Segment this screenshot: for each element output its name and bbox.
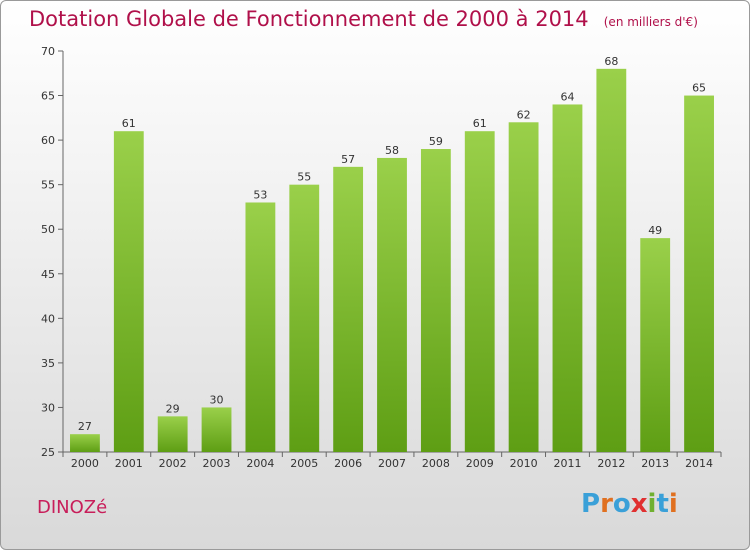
axes: 25 30 35 40 45 50 55 60 65 70 2000 2001 2002 2003 2004… (41, 45, 722, 470)
bar-2008 (420, 149, 451, 452)
logo-letter: i (668, 489, 678, 519)
bar-2012 (596, 68, 627, 453)
bar-2013 (640, 238, 671, 452)
logo-letter: o (612, 489, 631, 519)
value-label: 62 (517, 108, 531, 121)
bar-2006 (333, 166, 364, 452)
y-tick-label: 45 (41, 268, 55, 281)
value-label: 53 (253, 188, 267, 201)
y-tick-label: 60 (41, 134, 55, 147)
y-tick-label: 50 (41, 223, 55, 236)
logo-letter: r (600, 489, 613, 519)
x-tick-label: 2003 (203, 457, 231, 470)
bar-2002 (157, 416, 188, 452)
value-label: 55 (297, 171, 311, 184)
y-tick-label: 65 (41, 90, 55, 103)
x-tick-label: 2005 (290, 457, 318, 470)
bar-2009 (464, 131, 495, 452)
proxiti-logo[interactable]: Proxiti (581, 489, 678, 519)
bar-2011 (552, 104, 583, 452)
value-label: 64 (560, 90, 574, 103)
x-tick-label: 2001 (115, 457, 143, 470)
value-label: 61 (473, 117, 487, 130)
bar-2005 (289, 184, 320, 452)
bar-2001 (113, 131, 144, 452)
logo-letter: x (630, 489, 648, 519)
x-tick-label: 2011 (553, 457, 581, 470)
title-row: Dotation Globale de Fonctionnement de 20… (29, 7, 698, 31)
value-label: 68 (604, 55, 618, 68)
logo-letter: P (581, 489, 601, 519)
y-tick-label: 35 (41, 357, 55, 370)
y-tick-label: 30 (41, 401, 55, 414)
y-tick-label: 70 (41, 45, 55, 58)
x-tick-label: 2008 (422, 457, 450, 470)
value-label: 27 (78, 420, 92, 433)
bar-2003 (201, 407, 232, 452)
x-tick-label: 2010 (510, 457, 538, 470)
logo-letter: i (647, 489, 657, 519)
value-label: 58 (385, 144, 399, 157)
x-tick-label: 2002 (159, 457, 187, 470)
value-label: 30 (210, 393, 224, 406)
value-label: 59 (429, 135, 443, 148)
bar-2007 (377, 157, 407, 452)
bars (70, 68, 714, 453)
x-tick-label: 2012 (597, 457, 625, 470)
value-label: 29 (166, 402, 180, 415)
y-tick-label: 55 (41, 179, 55, 192)
value-label: 61 (122, 117, 136, 130)
x-tick-label: 2006 (334, 457, 362, 470)
x-tick-label: 2007 (378, 457, 406, 470)
y-tick-label: 40 (41, 312, 55, 325)
y-tick-label: 25 (41, 446, 55, 459)
chart-title: Dotation Globale de Fonctionnement de 20… (29, 7, 589, 31)
chart-subtitle: (en milliers d'€) (603, 15, 698, 29)
value-label: 57 (341, 153, 355, 166)
bar-2010 (508, 122, 539, 453)
x-tick-label: 2009 (466, 457, 494, 470)
bar-2000 (70, 434, 100, 452)
bar-2014 (684, 95, 714, 453)
x-tick-label: 2004 (246, 457, 274, 470)
x-tick-label: 2000 (71, 457, 99, 470)
commune-name: DINOZé (37, 497, 108, 518)
bar-2004 (245, 202, 276, 452)
value-labels: 27 61 29 30 53 55 57 58 59 61 62 64 68 49 65 (78, 55, 706, 433)
value-label: 65 (692, 82, 706, 95)
x-tick-label: 2014 (685, 457, 713, 470)
logo-letter: t (656, 489, 669, 519)
value-label: 49 (648, 224, 662, 237)
x-tick-label: 2013 (641, 457, 669, 470)
